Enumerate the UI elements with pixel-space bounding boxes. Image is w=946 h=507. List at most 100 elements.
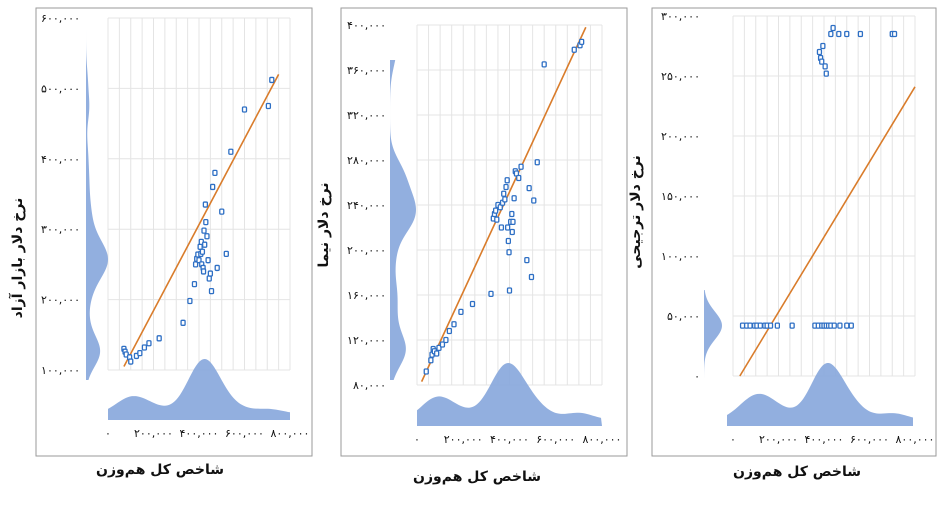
y-tick-label: ۴۰۰,۰۰۰ — [347, 19, 386, 32]
x-tick-label: ۴۰۰,۰۰۰ — [490, 433, 529, 446]
data-point — [137, 349, 143, 357]
x-axis-label: شاخص کل هم‌وزن — [96, 462, 224, 478]
data-point — [458, 308, 464, 316]
data-point — [844, 322, 850, 329]
data-point — [214, 264, 220, 272]
data-point — [819, 58, 825, 65]
data-point — [146, 340, 152, 347]
chart-panel-free-market: ۱۰۰,۰۰۰ ۲۰۰,۰۰۰ ۳۰۰,۰۰۰ ۴۰۰,۰۰۰ ۵۰۰,۰۰۰ ۶۰۰,۰… — [0, 0, 320, 507]
data-point — [488, 290, 494, 298]
chart-frame — [35, 7, 313, 457]
data-point — [509, 228, 515, 236]
data-point — [816, 48, 823, 56]
data-point — [534, 159, 540, 166]
x-tick-label: ۰ — [730, 433, 736, 446]
x-density-curve — [417, 363, 602, 426]
data-point — [209, 183, 216, 191]
data-point — [506, 249, 512, 256]
y-tick-label: ۱۰۰,۰۰۰ — [661, 250, 700, 263]
data-point — [219, 208, 225, 215]
data-point — [212, 169, 218, 177]
y-tick-label: ۵۰۰,۰۰۰ — [41, 82, 80, 95]
chart-frame — [651, 7, 937, 457]
y-tick-label: ۲۸۰,۰۰۰ — [347, 154, 386, 167]
chart-free-market-rate: ۱۰۰,۰۰۰ ۲۰۰,۰۰۰ ۳۰۰,۰۰۰ ۴۰۰,۰۰۰ ۵۰۰,۰۰۰ ۶۰۰,۰… — [8, 7, 313, 478]
chart-preferential-rate: ۰ ۵۰,۰۰۰ ۱۰۰,۰۰۰ ۱۵۰,۰۰۰ ۲۰۰,۰۰۰ ۲۵۰,۰۰۰ ۳۰۰,۰… — [628, 7, 937, 480]
data-point — [531, 197, 537, 204]
data-point — [208, 288, 215, 295]
data-point — [828, 30, 834, 38]
data-point — [180, 319, 186, 326]
data-point — [830, 24, 836, 32]
data-point — [501, 190, 507, 197]
data-point — [578, 38, 585, 46]
y-tick-label: ۱۰۰,۰۰۰ — [41, 364, 80, 377]
y-axis-label: نرخ دلار بازار آزاد — [8, 198, 26, 319]
x-tick-label: ۸۰۰,۰۰۰ — [896, 433, 935, 446]
data-point — [203, 219, 209, 226]
data-point — [511, 195, 517, 202]
data-point — [528, 273, 535, 281]
y-tick-label: ۱۶۰,۰۰۰ — [347, 289, 386, 302]
x-tick-label: ۶۰۰,۰۰۰ — [850, 433, 889, 446]
data-point — [423, 368, 429, 375]
x-tick-label: ۰ — [105, 427, 111, 440]
data-point — [205, 257, 211, 264]
data-point — [207, 270, 214, 277]
data-point — [823, 70, 829, 77]
data-point — [505, 237, 511, 245]
x-tick-label: ۰ — [414, 433, 420, 446]
data-point — [206, 275, 212, 282]
data-point — [503, 183, 509, 191]
trend-line — [123, 73, 280, 367]
data-point — [739, 322, 746, 329]
data-point — [502, 196, 508, 203]
data-point — [269, 76, 275, 84]
data-point — [526, 184, 532, 192]
data-point — [469, 300, 476, 308]
x-tick-label: ۲۰۰,۰۰۰ — [134, 427, 173, 440]
data-point — [504, 177, 510, 184]
chart-nima-rate: ۸۰,۰۰۰ ۱۲۰,۰۰۰ ۱۶۰,۰۰۰ ۲۰۰,۰۰۰ ۲۴۰,۰۰۰ ۲۸۰,۰۰… — [316, 7, 628, 485]
data-point — [831, 322, 837, 329]
data-point — [571, 46, 577, 53]
data-point — [204, 233, 210, 240]
x-axis-label: شاخص کل هم‌وزن — [733, 464, 861, 480]
x-tick-label: ۸۰۰,۰۰۰ — [271, 427, 310, 440]
x-tick-label: ۶۰۰,۰۰۰ — [225, 427, 264, 440]
x-density-curve — [727, 363, 913, 426]
y-density-curve — [86, 18, 108, 380]
data-point — [200, 268, 207, 275]
y-tick-label: ۴۰۰,۰۰۰ — [41, 153, 80, 166]
data-point — [518, 163, 524, 170]
data-point — [844, 30, 850, 38]
data-point — [836, 30, 842, 38]
x-axis-label: شاخص کل هم‌وزن — [413, 469, 541, 485]
y-tick-label: ۳۶۰,۰۰۰ — [347, 64, 386, 77]
y-tick-label: ۲۵۰,۰۰۰ — [661, 70, 700, 83]
data-point — [443, 336, 449, 344]
data-point — [434, 350, 440, 357]
chart-panel-preferential: ۰ ۵۰,۰۰۰ ۱۰۰,۰۰۰ ۱۵۰,۰۰۰ ۲۰۰,۰۰۰ ۲۵۰,۰۰۰ ۳۰۰,۰… — [620, 0, 946, 507]
data-point — [774, 322, 781, 329]
data-point — [197, 243, 203, 250]
y-tick-label: ۲۰۰,۰۰۰ — [347, 244, 386, 257]
data-point — [241, 106, 248, 113]
x-tick-label: ۸۰۰,۰۰۰ — [583, 433, 622, 446]
data-point — [541, 61, 547, 68]
data-point — [516, 174, 522, 182]
data-point — [201, 227, 207, 234]
x-tick-label: ۴۰۰,۰۰۰ — [180, 427, 219, 440]
data-point — [439, 341, 446, 348]
data-point — [228, 148, 234, 155]
data-point — [446, 327, 453, 335]
y-density-curve — [704, 290, 722, 378]
data-point — [494, 216, 500, 223]
data-point — [498, 224, 505, 231]
y-tick-label: ۳۲۰,۰۰۰ — [347, 109, 386, 122]
data-point — [767, 322, 774, 329]
data-point — [509, 210, 515, 218]
data-point — [202, 241, 208, 248]
data-point — [820, 42, 826, 50]
y-tick-label: ۲۰۰,۰۰۰ — [41, 294, 80, 307]
